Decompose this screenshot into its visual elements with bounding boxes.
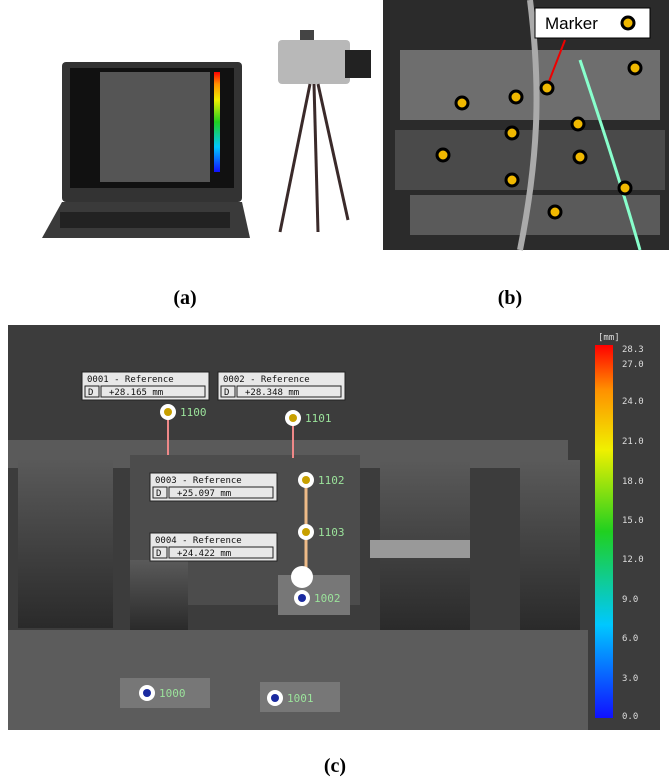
- scale-label: 27.0: [622, 360, 644, 370]
- reference-value: +25.097 mm: [177, 489, 231, 499]
- marker: [574, 151, 586, 163]
- marker: [510, 91, 522, 103]
- scale-label: 12.0: [622, 555, 644, 565]
- scale-label: 24.0: [622, 397, 644, 407]
- reference-d: D: [156, 549, 161, 559]
- target-center: [298, 594, 306, 602]
- reference-value: +28.165 mm: [109, 388, 163, 398]
- point-id: 1000: [159, 687, 186, 700]
- target-center: [143, 689, 151, 697]
- reference-title: 0002 - Reference: [223, 375, 310, 385]
- marker: [629, 62, 641, 74]
- marker: [572, 118, 584, 130]
- point-id: 1103: [318, 526, 345, 539]
- scale-label: 21.0: [622, 437, 644, 447]
- reference-d: D: [156, 489, 161, 499]
- target-center: [302, 476, 310, 484]
- point-id: 1102: [318, 474, 345, 487]
- marker: [456, 97, 468, 109]
- reference-title: 0001 - Reference: [87, 375, 174, 385]
- reference-value: +28.348 mm: [245, 388, 299, 398]
- marker: [619, 182, 631, 194]
- marker: [506, 127, 518, 139]
- point-id: 1101: [305, 412, 332, 425]
- scale-label: 6.0: [622, 634, 638, 644]
- scale-label: 18.0: [622, 477, 644, 487]
- camera: [278, 30, 371, 232]
- scale-label: 9.0: [622, 595, 638, 605]
- reference-d: D: [88, 388, 93, 398]
- target-center: [271, 694, 279, 702]
- scale-label: 15.0: [622, 516, 644, 526]
- scale-label: 3.0: [622, 674, 638, 684]
- caption: (a): [173, 287, 196, 309]
- caption: (c): [324, 755, 346, 777]
- scale-label: 28.3: [622, 345, 644, 355]
- reference-title: 0004 - Reference: [155, 536, 242, 546]
- target-center: [302, 528, 310, 536]
- marker: [549, 206, 561, 218]
- photo-b: Marker: [383, 0, 669, 250]
- target-center: [164, 408, 172, 416]
- caption: (b): [498, 287, 522, 309]
- point-id: 1100: [180, 406, 207, 419]
- scale-label: 0.0: [622, 712, 638, 722]
- marker: [541, 82, 553, 94]
- marker: [506, 174, 518, 186]
- reference-d: D: [224, 388, 229, 398]
- marker-label: Marker: [545, 14, 598, 33]
- figure: Marker (a) (b) 0001 - Reference D +28.165 …: [0, 0, 669, 783]
- scale-unit: [mm]: [598, 333, 620, 343]
- reference-value: +24.422 mm: [177, 549, 231, 559]
- reference-title: 0003 - Reference: [155, 476, 242, 486]
- marker: [437, 149, 449, 161]
- target-center: [289, 414, 297, 422]
- laptop: [42, 62, 250, 238]
- point-id: 1002: [314, 592, 341, 605]
- point-id: 1001: [287, 692, 314, 705]
